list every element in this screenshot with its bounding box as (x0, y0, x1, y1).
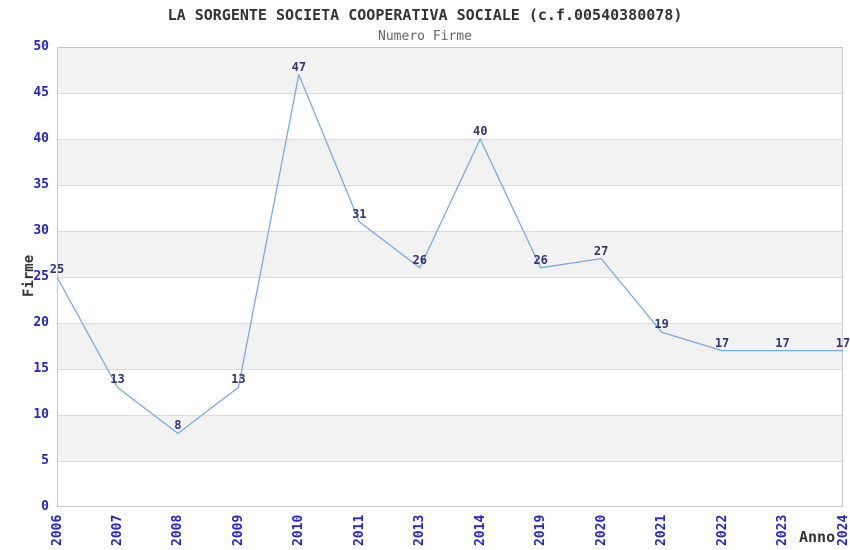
y-tick-label: 35 (33, 177, 49, 192)
y-tick-label: 50 (33, 39, 49, 54)
series-line (57, 73, 843, 435)
data-label: 26 (533, 252, 548, 267)
x-axis-title: Anno (799, 528, 836, 546)
grid-band (57, 139, 843, 185)
x-tick-label: 2009 (230, 514, 246, 546)
y-tick-label: 0 (41, 499, 49, 514)
y-tick-label: 10 (33, 407, 49, 422)
data-label: 17 (714, 335, 730, 350)
x-tick-label: 2021 (654, 514, 670, 546)
x-tick-label: 2020 (593, 514, 609, 546)
data-label: 26 (412, 252, 427, 267)
chart-title: LA SORGENTE SOCIETA COOPERATIVA SOCIALE … (167, 6, 683, 24)
plot-canvas (57, 47, 843, 507)
y-tick-label: 40 (33, 131, 49, 146)
data-label: 47 (291, 59, 307, 74)
grid-band (57, 231, 843, 277)
x-tick-label: 2006 (49, 514, 65, 546)
y-tick-label: 25 (33, 269, 49, 284)
grid-band (57, 47, 843, 93)
data-label: 13 (231, 372, 246, 387)
y-tick-label: 45 (33, 85, 49, 100)
grid-band (57, 415, 843, 461)
x-tick-label: 2019 (533, 514, 549, 546)
data-label: 25 (49, 262, 65, 276)
data-label: 27 (593, 243, 609, 258)
x-tick-label: 2007 (109, 514, 125, 546)
y-tick-label: 20 (33, 315, 49, 330)
x-tick-label: 2014 (472, 514, 488, 546)
x-tick-label: 2010 (291, 514, 307, 546)
x-tick-label: 2013 (412, 514, 428, 546)
plot-area (57, 47, 843, 507)
data-label: 17 (835, 335, 850, 350)
x-tick-label: 2011 (351, 514, 367, 546)
y-tick-label: 30 (33, 223, 49, 238)
x-tick-label: 2023 (775, 514, 791, 546)
data-label: 40 (472, 124, 488, 138)
data-label: 17 (775, 335, 790, 350)
y-axis-tick-labels: 0 5 10 15 20 25 30 35 40 45 50 (0, 0, 49, 550)
x-tick-label: 2008 (170, 514, 186, 546)
y-tick-label: 15 (33, 361, 49, 376)
data-label: 19 (654, 317, 669, 332)
x-tick-label: 2024 (835, 514, 850, 546)
grid-band (57, 323, 843, 369)
data-label: 31 (352, 206, 367, 221)
data-label: 8 (174, 418, 182, 433)
data-label: 13 (110, 372, 125, 387)
y-tick-label: 5 (41, 453, 49, 468)
x-tick-label: 2022 (714, 514, 730, 546)
chart-subtitle: Numero Firme (378, 29, 472, 44)
